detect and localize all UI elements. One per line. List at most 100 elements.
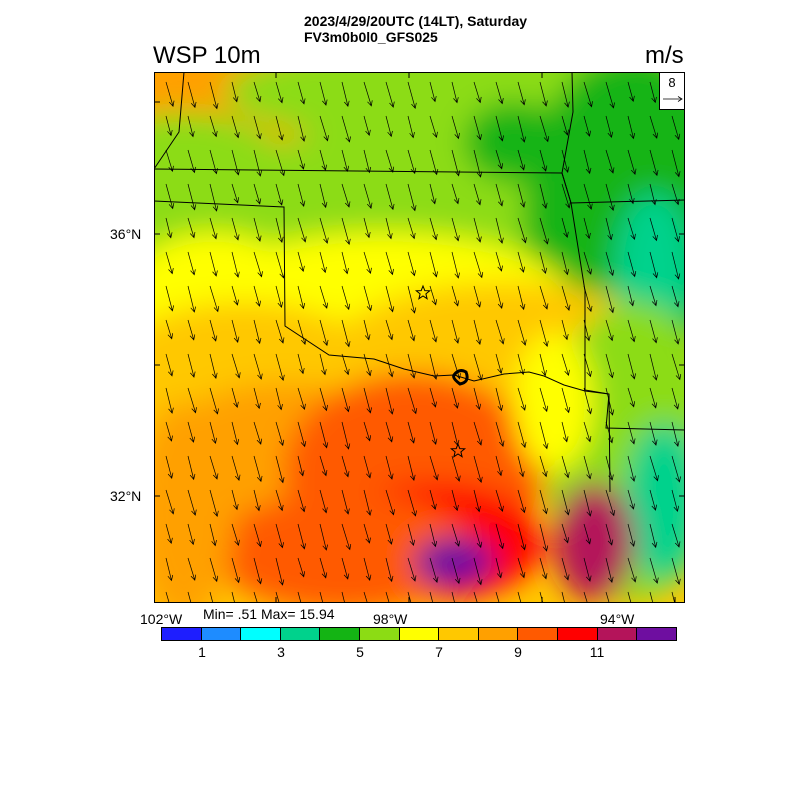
wind-arrow — [429, 421, 438, 445]
wind-arrow — [407, 591, 412, 603]
wind-arrow — [165, 285, 174, 312]
wind-arrow — [649, 183, 657, 206]
wind-arrow — [253, 183, 262, 205]
lon-label-94w: 94°W — [600, 611, 635, 627]
wind-arrow — [297, 251, 305, 273]
wind-arrow — [671, 183, 680, 206]
wind-arrow — [341, 557, 350, 580]
wind-arrow — [561, 557, 570, 581]
wind-arrow — [341, 319, 351, 348]
wind-arrow — [385, 523, 393, 545]
wind-arrow — [473, 523, 483, 549]
colorbar-cell — [478, 628, 519, 640]
wind-arrow — [209, 319, 218, 342]
wind-arrow — [319, 523, 328, 551]
wind-arrow — [253, 217, 262, 242]
wind-arrow — [451, 353, 461, 380]
wind-arrow — [473, 285, 482, 308]
wind-arrow — [451, 557, 461, 585]
wind-arrow — [231, 115, 240, 139]
wind-arrow — [363, 353, 372, 377]
wind-arrow — [517, 523, 527, 551]
wind-arrow — [363, 149, 372, 174]
wind-arrow — [165, 251, 174, 275]
wind-arrow — [495, 523, 505, 550]
wind-arrow — [649, 387, 658, 409]
wind-arrow — [649, 523, 658, 549]
wind-arrow — [341, 149, 350, 173]
colorbar-cell — [360, 628, 400, 640]
wind-arrow — [517, 455, 525, 478]
wind-arrow — [385, 251, 394, 276]
wind-arrow — [583, 217, 591, 240]
map-title-datetime: 2023/4/29/20UTC (14LT), Saturday — [304, 13, 528, 29]
wind-arrow — [495, 387, 504, 412]
reference-vector-box: 8 — [659, 72, 685, 110]
lat-label-32n: 32°N — [110, 488, 142, 504]
wind-arrow — [209, 217, 218, 240]
wind-arrow — [627, 591, 632, 603]
wind-arrow — [297, 183, 306, 207]
wind-arrow — [605, 557, 614, 584]
wind-arrow — [473, 455, 483, 484]
wind-arrow — [627, 115, 636, 140]
speed-region — [624, 422, 685, 582]
wind-arrow — [187, 523, 195, 546]
wind-arrow — [209, 489, 219, 518]
wind-arrow — [605, 421, 614, 444]
wind-arrow — [275, 183, 284, 206]
map-frame — [154, 72, 685, 603]
wind-arrow — [429, 353, 438, 380]
wind-arrow — [319, 591, 324, 603]
wind-arrow — [319, 319, 329, 347]
wind-arrow — [517, 591, 522, 603]
wind-arrow — [649, 557, 659, 584]
colorbar-label: 5 — [356, 644, 364, 660]
wind-arrow — [209, 285, 220, 313]
wind-arrow — [363, 319, 371, 341]
wind-arrow — [275, 217, 284, 244]
map-plot-area — [154, 72, 685, 603]
wind-arrow — [649, 489, 657, 511]
wind-arrow — [539, 183, 548, 210]
wind-arrow — [671, 421, 680, 448]
wind-arrow — [451, 115, 460, 140]
lake-texoma — [452, 369, 469, 386]
wind-arrow — [297, 319, 307, 345]
wind-arrow — [297, 285, 306, 310]
wind-arrow — [517, 81, 526, 106]
wind-arrow — [253, 489, 261, 512]
wind-arrow — [517, 353, 525, 376]
wind-arrow — [473, 149, 483, 178]
wind-arrow — [539, 387, 549, 413]
speed-region — [554, 482, 634, 602]
wind-arrow — [627, 489, 635, 510]
city-marker-okc — [414, 284, 432, 300]
wind-arrow — [319, 149, 327, 171]
wind-arrow — [429, 149, 439, 176]
wind-arrow — [583, 489, 592, 517]
wind-arrow — [187, 353, 196, 378]
wind-arrow — [561, 183, 571, 209]
wind-arrow — [253, 353, 263, 380]
wind-arrow — [275, 489, 284, 512]
wind-arrow — [253, 421, 263, 445]
wind-arrow — [231, 81, 239, 103]
wind-arrow — [583, 183, 593, 210]
wind-arrow — [561, 523, 570, 544]
wind-arrow — [671, 285, 680, 308]
wind-arrow — [275, 149, 286, 177]
wind-arrow — [583, 353, 592, 378]
wind-arrow — [341, 591, 346, 603]
wind-arrow — [165, 523, 173, 545]
wind-arrow — [473, 183, 482, 206]
wind-arrow — [605, 115, 614, 139]
wind-arrow — [275, 455, 285, 484]
reference-vector-arrow-icon — [663, 96, 683, 102]
wind-arrow — [451, 523, 461, 547]
wind-arrow — [363, 81, 373, 107]
wind-arrow — [429, 217, 438, 241]
wind-arrow — [605, 455, 614, 481]
wind-arrow — [583, 319, 591, 342]
wind-arrow — [429, 591, 434, 603]
